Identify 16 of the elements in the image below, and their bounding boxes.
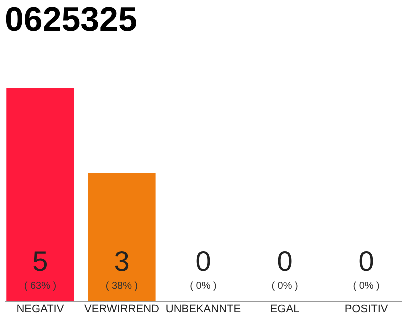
x-tick-label: NEGATIV [16, 304, 65, 316]
x-tick-label: VERWIRREND [84, 304, 160, 316]
annotation: ( 0% ) [353, 281, 380, 292]
annotation: ( 0% ) [272, 281, 298, 292]
data-label: 0 [277, 246, 293, 277]
data-label: 0 [196, 246, 212, 277]
annotation: ( 0% ) [190, 281, 217, 292]
data-label: 5 [32, 246, 48, 277]
annotation: ( 63% ) [24, 281, 57, 292]
chart-title: 0625325 [5, 1, 138, 39]
annotation: ( 38% ) [106, 281, 138, 292]
x-tick-label: POSITIV [344, 304, 389, 316]
data-label: 3 [114, 246, 130, 277]
data-label: 0 [358, 246, 374, 277]
x-tick-label: EGAL [270, 304, 300, 316]
x-tick-label: UNBEKANNTE [166, 304, 242, 316]
